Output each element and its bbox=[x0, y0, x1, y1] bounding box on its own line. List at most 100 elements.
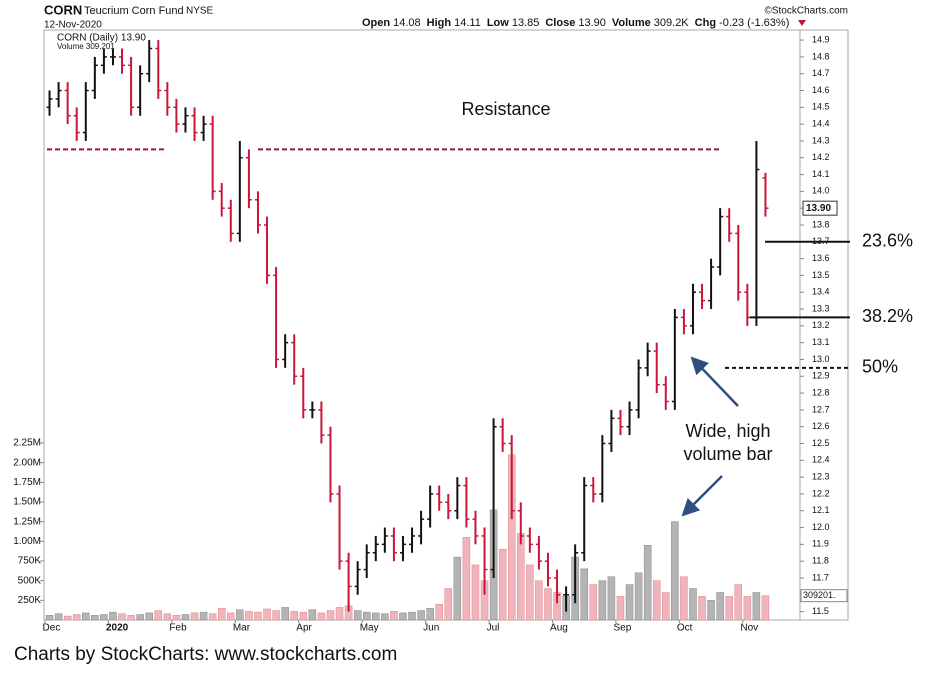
x-tick-label: Nov bbox=[740, 623, 758, 634]
quote-label: Volume bbox=[612, 17, 651, 29]
quote-line: Open 14.08 High 14.11 Low 13.85 Close 13.90 Volu… bbox=[362, 17, 789, 29]
volume-bar bbox=[725, 596, 733, 621]
x-tick-label: Apr bbox=[296, 623, 312, 634]
quote-value: 14.08 bbox=[393, 17, 421, 29]
volume-tag-box bbox=[800, 589, 848, 603]
y-tick-label: 14.8 bbox=[812, 51, 830, 61]
volume-bar bbox=[109, 611, 117, 621]
x-tick-label: Aug bbox=[550, 623, 568, 634]
y-tick-label: 13.6 bbox=[812, 253, 830, 263]
volume-bar bbox=[154, 610, 163, 621]
volume-bar bbox=[462, 537, 471, 621]
y2-tick-label: 1.75M bbox=[13, 477, 41, 488]
volume-bar bbox=[707, 600, 715, 621]
y-tick-label: 13.0 bbox=[812, 354, 830, 364]
y-tick-label: 12.5 bbox=[812, 438, 830, 448]
volume-bar bbox=[172, 615, 181, 621]
volume-bar bbox=[190, 612, 199, 621]
volume-bar bbox=[317, 612, 326, 621]
volume-bar bbox=[689, 588, 697, 621]
volume-bar bbox=[662, 592, 670, 621]
volume-bar bbox=[498, 548, 507, 621]
volume-bar bbox=[82, 612, 90, 621]
y-tick-label: 12.7 bbox=[812, 404, 830, 414]
quote-value: 14.11 bbox=[454, 17, 481, 29]
y-tick-label: 11.9 bbox=[812, 539, 829, 549]
y-tick-label: 14.5 bbox=[812, 102, 830, 112]
volume-bar bbox=[335, 607, 344, 621]
y-tick-label: 12.2 bbox=[812, 488, 830, 498]
y-tick-label: 13.2 bbox=[812, 320, 830, 330]
y2-tick-label: 1.50M bbox=[13, 497, 41, 508]
y-tick-label: 12.1 bbox=[812, 505, 830, 515]
volume-bar bbox=[607, 576, 616, 621]
note-text: volume bar bbox=[683, 444, 772, 464]
volume-bar bbox=[544, 588, 552, 621]
y-tick-label: 12.4 bbox=[812, 455, 830, 465]
volume-bar bbox=[417, 610, 425, 621]
x-tick-label: Dec bbox=[43, 623, 61, 634]
x-tick-label: Sep bbox=[613, 623, 631, 634]
volume-bar bbox=[589, 584, 598, 621]
change-marker bbox=[798, 20, 806, 26]
fib-label: 23.6% bbox=[862, 231, 913, 251]
y-tick-label: 14.7 bbox=[812, 68, 830, 78]
x-tick-label: May bbox=[360, 623, 379, 634]
volume-bar bbox=[408, 611, 416, 621]
volume-bar bbox=[761, 595, 770, 621]
volume-bar bbox=[444, 588, 453, 621]
volume-bar bbox=[45, 615, 54, 621]
volume-bar bbox=[381, 613, 389, 621]
quote-label: Chg bbox=[695, 17, 716, 29]
y-tick-label: 11.5 bbox=[812, 606, 829, 616]
fib-label: 38.2% bbox=[862, 306, 913, 326]
volume-bar bbox=[281, 607, 289, 621]
y-tick-label: 12.8 bbox=[812, 387, 830, 397]
x-tick-label: Oct bbox=[677, 623, 693, 634]
y-tick-label: 12.3 bbox=[812, 471, 830, 481]
footer: Charts by StockCharts: www.stockcharts.c… bbox=[14, 644, 397, 665]
volume-bar bbox=[580, 568, 588, 621]
y-tick-label: 14.1 bbox=[812, 169, 830, 179]
fib-label: 50% bbox=[862, 357, 898, 377]
y2-tick-label: 2.25M bbox=[13, 438, 41, 449]
volume-bar bbox=[680, 576, 688, 621]
volume-bar bbox=[716, 592, 724, 621]
resistance-label: Resistance bbox=[461, 99, 550, 119]
volume-bar bbox=[181, 614, 190, 621]
volume-bar bbox=[426, 607, 434, 621]
volume-bar bbox=[299, 611, 308, 621]
y2-tick-label: 750K bbox=[18, 556, 42, 567]
volume-bar bbox=[136, 614, 144, 621]
volume-bar bbox=[127, 615, 135, 621]
volume-bar bbox=[535, 580, 543, 621]
y-tick-label: 14.6 bbox=[812, 85, 830, 95]
exchange: NYSE bbox=[186, 6, 214, 17]
quote-value: -0.23 (-1.63%) bbox=[719, 17, 789, 29]
y2-tick-label: 250K bbox=[18, 595, 42, 606]
volume-bar bbox=[118, 613, 126, 621]
y-tick-label: 13.3 bbox=[812, 303, 830, 313]
price-tag: 13.90 bbox=[806, 203, 831, 214]
volume-bar bbox=[652, 580, 661, 621]
y-tick-label: 13.5 bbox=[812, 270, 830, 280]
y-tick-label: 14.0 bbox=[812, 186, 830, 196]
quote-value: 309.2K bbox=[654, 17, 690, 29]
volume-bar bbox=[227, 612, 235, 621]
volume-bar bbox=[372, 612, 380, 621]
y-tick-label: 14.3 bbox=[812, 135, 830, 145]
credit: ©StockCharts.com bbox=[764, 6, 848, 17]
y-tick-label: 14.9 bbox=[812, 34, 830, 44]
volume-bar bbox=[72, 614, 81, 621]
plot-frame bbox=[43, 29, 849, 621]
y-tick-label: 11.8 bbox=[812, 556, 829, 566]
arrow bbox=[681, 475, 723, 517]
x-tick-label: Feb bbox=[169, 623, 187, 634]
volume-bar bbox=[63, 615, 72, 621]
volume-bar bbox=[453, 556, 462, 621]
legend-price: CORN (Daily) 13.90 bbox=[57, 33, 146, 44]
volume-bar bbox=[100, 614, 108, 621]
volume-bar bbox=[236, 609, 244, 621]
fund-name: Teucrium Corn Fund bbox=[84, 5, 184, 17]
volume-bar bbox=[91, 615, 99, 621]
